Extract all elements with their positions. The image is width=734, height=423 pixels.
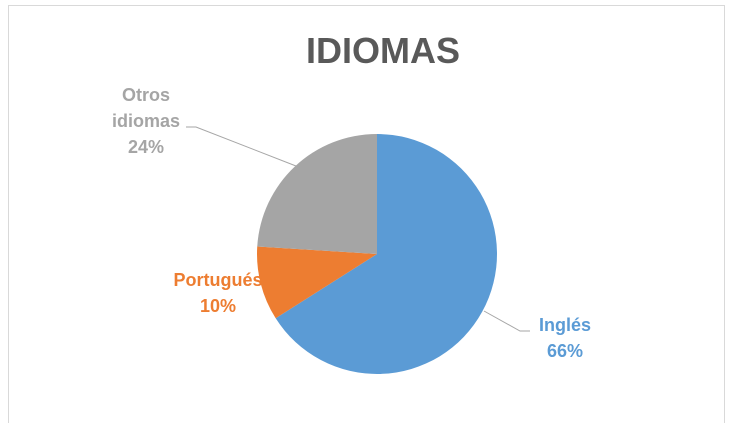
chart-border [8,5,725,423]
data-label-value: 10% [199,296,237,316]
data-label: Otros idiomas 24% [110,82,182,160]
data-label: Portugués 10% [158,267,278,319]
data-label-value: 66% [546,341,584,361]
data-label-name: Otros idiomas [111,85,181,131]
pie-slice [257,133,377,254]
data-label-name: Portugués [173,270,263,290]
data-label-name: Inglés [538,315,591,335]
data-label: Inglés 66% [510,312,620,364]
data-label-value: 24% [127,137,165,157]
leader-line [186,126,297,167]
chart-title: IDIOMAS [305,30,460,71]
pie-slice [257,246,377,319]
leader-line [483,310,530,332]
pie-slice [275,134,497,374]
